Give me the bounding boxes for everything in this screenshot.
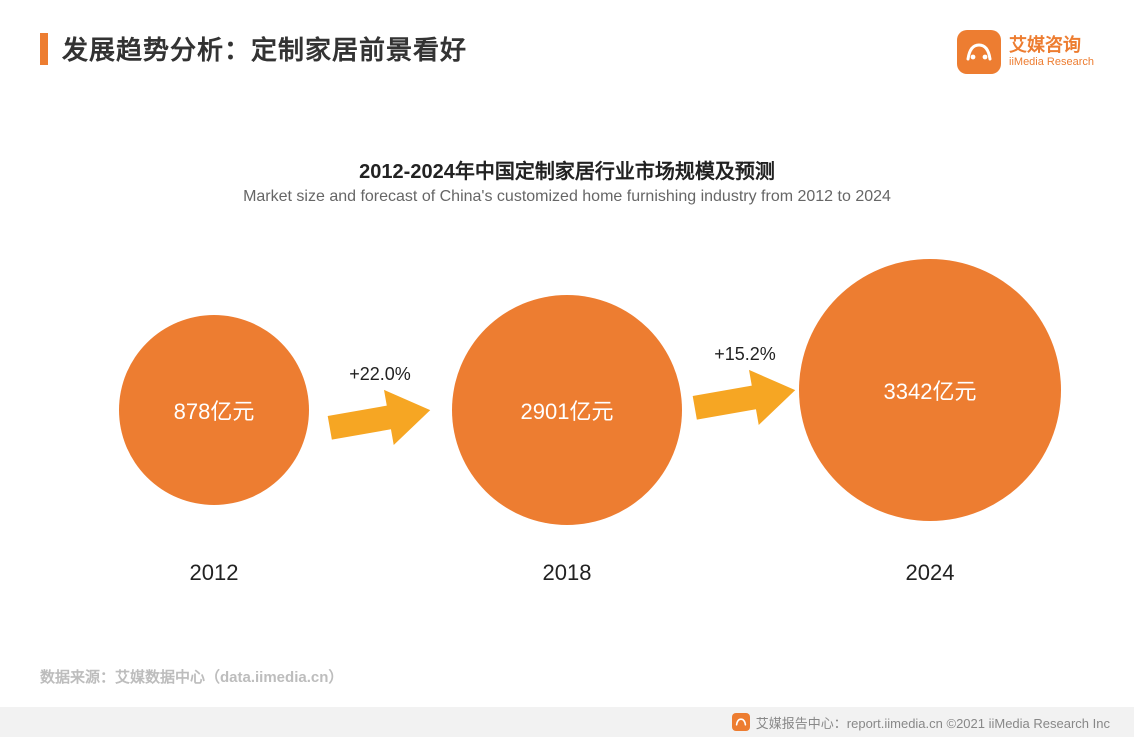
growth-arrow: +15.2% [690,344,800,436]
year-label: 2018 [543,560,592,586]
chart-title-en: Market size and forecast of China's cust… [0,188,1134,206]
year-label: 2024 [906,560,955,586]
bubble-value: 878亿元 [174,394,255,426]
logo-en: iiMedia Research [1009,56,1094,68]
bubble: 3342亿元 [799,259,1061,521]
page-title: 发展趋势分析：定制家居前景看好 [62,30,467,67]
logo-text: 艾媒咨询 iiMedia Research [1009,36,1094,68]
bubble-value: 2901亿元 [521,394,614,426]
footer-bar: 艾媒报告中心：report.iimedia.cn ©2021 iiMedia R… [0,707,1134,737]
year-label: 2012 [190,560,239,586]
chart-area: 878亿元 2012 2901亿元 2018 3342亿元 2024 +22.0% +15.2… [0,230,1134,610]
chart-title-cn: 2012-2024年中国定制家居行业市场规模及预测 [0,155,1134,184]
bubble-value: 3342亿元 [884,374,977,406]
bubble: 2901亿元 [452,295,682,525]
footer-bar-text: 艾媒报告中心：report.iimedia.cn ©2021 iiMedia R… [756,713,1110,732]
chart-title: 2012-2024年中国定制家居行业市场规模及预测 Market size an… [0,155,1134,206]
footer-logo-icon [732,713,750,731]
logo-mark-icon [957,30,1001,74]
arrow-icon [685,358,804,440]
header: 发展趋势分析：定制家居前景看好 艾媒咨询 iiMedia Research [40,30,1094,74]
title-wrap: 发展趋势分析：定制家居前景看好 [40,30,467,67]
brand-logo: 艾媒咨询 iiMedia Research [957,30,1094,74]
growth-arrow: +22.0% [325,364,435,456]
arrow-icon [320,378,439,460]
footer-source: 数据来源：艾媒数据中心（data.iimedia.cn） [40,666,343,687]
bubble: 878亿元 [119,315,309,505]
accent-bar [40,33,48,65]
logo-cn: 艾媒咨询 [1009,36,1094,56]
